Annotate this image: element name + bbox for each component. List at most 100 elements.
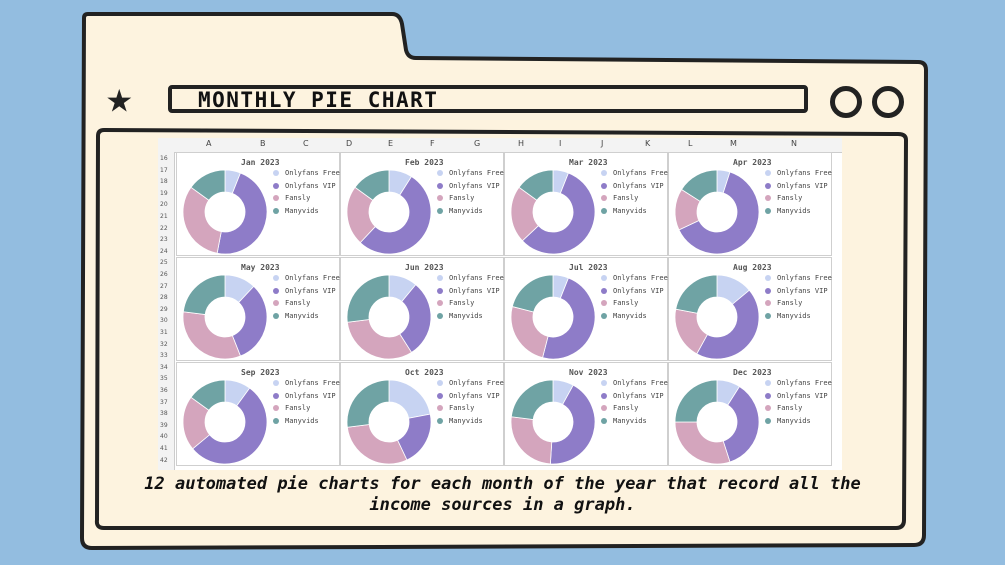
row-header[interactable]: 29 <box>160 305 168 313</box>
legend-entry: Fansly <box>273 404 340 417</box>
row-header[interactable]: 30 <box>160 317 168 325</box>
pie-slice-fansly[interactable] <box>510 416 553 465</box>
column-header[interactable]: C <box>303 139 309 148</box>
pie-slice-manyvids[interactable] <box>190 379 226 411</box>
legend-entry: Onlyfans Free <box>273 169 340 182</box>
pie-slice-onlyfans-vip[interactable] <box>192 387 268 465</box>
column-header[interactable]: G <box>474 139 481 148</box>
legend-swatch <box>765 300 771 306</box>
row-header[interactable]: 28 <box>160 294 168 302</box>
pie-slice-onlyfans-vip[interactable] <box>678 171 760 255</box>
legend-label: Onlyfans VIP <box>613 286 664 295</box>
column-header[interactable]: I <box>559 139 562 148</box>
legend-swatch <box>273 195 279 201</box>
row-header[interactable]: 26 <box>160 271 168 278</box>
row-header[interactable]: 31 <box>160 329 168 336</box>
legend-entry: Onlyfans VIP <box>601 392 668 405</box>
row-header[interactable]: 19 <box>160 189 168 197</box>
chart-legend: Onlyfans Free Onlyfans VIP Fansly Manyvids <box>437 274 504 324</box>
legend-label: Fansly <box>449 194 475 202</box>
legend-swatch <box>765 287 771 294</box>
column-header[interactable]: D <box>346 139 353 148</box>
row-header[interactable]: 39 <box>160 421 168 429</box>
row-header[interactable]: 41 <box>160 445 168 452</box>
row-header[interactable]: 18 <box>160 178 168 186</box>
legend-label: Fansly <box>777 194 803 202</box>
pie-slice-onlyfans-vip[interactable] <box>216 172 268 255</box>
pie-slice-manyvids[interactable] <box>182 274 226 315</box>
legend-swatch <box>601 182 607 189</box>
pie-slice-onlyfans-free[interactable] <box>388 379 431 419</box>
legend-entry: Onlyfans VIP <box>273 182 340 195</box>
row-header[interactable]: 16 <box>160 155 168 162</box>
chart-title: Jan 2023 <box>241 158 280 167</box>
pie-slice-onlyfans-vip[interactable] <box>549 384 596 465</box>
row-header[interactable]: 35 <box>160 375 168 383</box>
pie-slice-manyvids[interactable] <box>674 379 718 423</box>
pie-slice-onlyfans-vip[interactable] <box>542 277 596 360</box>
column-header[interactable]: N <box>791 139 797 148</box>
pie-slice-manyvids[interactable] <box>511 274 554 313</box>
pie-slice-fansly[interactable] <box>674 421 731 465</box>
row-header[interactable]: 33 <box>160 352 168 360</box>
chart-title: Mar 2023 <box>569 158 608 167</box>
legend-label: Onlyfans VIP <box>777 391 828 400</box>
column-header[interactable]: B <box>260 139 266 148</box>
pie-slice-manyvids[interactable] <box>346 379 390 428</box>
row-header[interactable]: 34 <box>160 363 168 371</box>
column-header[interactable]: K <box>645 139 651 148</box>
pie-slice-onlyfans-vip[interactable] <box>722 385 760 463</box>
row-header[interactable]: 36 <box>160 387 168 394</box>
row-header[interactable]: 27 <box>160 282 168 290</box>
pie-slice-onlyfans-vip[interactable] <box>359 175 432 255</box>
column-header[interactable]: F <box>430 139 435 148</box>
pie-slice-fansly[interactable] <box>510 306 549 359</box>
pie-slice-fansly[interactable] <box>346 424 408 465</box>
legend-swatch <box>601 207 607 214</box>
row-header[interactable]: 42 <box>160 456 168 464</box>
pie-slice-manyvids[interactable] <box>190 169 226 201</box>
pie-slice-fansly[interactable] <box>182 186 222 254</box>
column-header[interactable]: A <box>206 139 212 148</box>
chart-legend: Onlyfans Free Onlyfans VIP Fansly Manyvids <box>601 274 668 324</box>
column-header[interactable]: J <box>601 139 604 148</box>
row-header[interactable]: 21 <box>160 213 168 220</box>
window-button-2[interactable] <box>872 86 904 118</box>
pie-slice-manyvids[interactable] <box>518 169 554 201</box>
column-header[interactable]: H <box>518 139 525 148</box>
chart-title: Jun 2023 <box>405 263 444 272</box>
window-button-1[interactable] <box>830 86 862 118</box>
legend-label: Manyvids <box>777 206 811 215</box>
row-header[interactable]: 22 <box>160 224 168 232</box>
legend-swatch <box>601 405 607 411</box>
row-header[interactable]: 40 <box>160 433 168 441</box>
row-header[interactable]: 23 <box>160 236 168 244</box>
row-header[interactable]: 24 <box>160 247 168 255</box>
pie-slice-fansly[interactable] <box>182 311 241 360</box>
legend-swatch <box>437 380 443 386</box>
legend-label: Onlyfans VIP <box>449 286 500 295</box>
chart-title: Apr 2023 <box>733 158 772 167</box>
row-header[interactable]: 20 <box>160 201 168 209</box>
pie-slice-manyvids[interactable] <box>346 274 390 323</box>
legend-entry: Onlyfans Free <box>437 169 504 182</box>
pie-slice-onlyfans-vip[interactable] <box>521 172 596 255</box>
pie-slice-onlyfans-vip[interactable] <box>231 285 268 357</box>
column-header[interactable]: E <box>388 139 394 148</box>
legend-label: Onlyfans Free <box>285 169 340 177</box>
pie-slice-fansly[interactable] <box>346 319 413 360</box>
pie-slice-onlyfans-vip[interactable] <box>696 289 760 360</box>
pie-slice-manyvids[interactable] <box>680 169 718 202</box>
row-header[interactable]: 25 <box>160 259 168 267</box>
column-header[interactable]: L <box>688 139 693 148</box>
pie-slice-manyvids[interactable] <box>354 169 390 201</box>
row-header[interactable]: 17 <box>160 166 168 174</box>
legend-swatch <box>765 392 771 399</box>
row-header[interactable]: 32 <box>160 340 168 348</box>
row-header[interactable]: 37 <box>160 398 168 406</box>
column-header[interactable]: M <box>730 139 737 148</box>
chart-title: Nov 2023 <box>569 368 608 377</box>
pie-slice-manyvids[interactable] <box>675 274 718 314</box>
row-header[interactable]: 38 <box>160 410 168 418</box>
pie-slice-manyvids[interactable] <box>510 379 554 420</box>
